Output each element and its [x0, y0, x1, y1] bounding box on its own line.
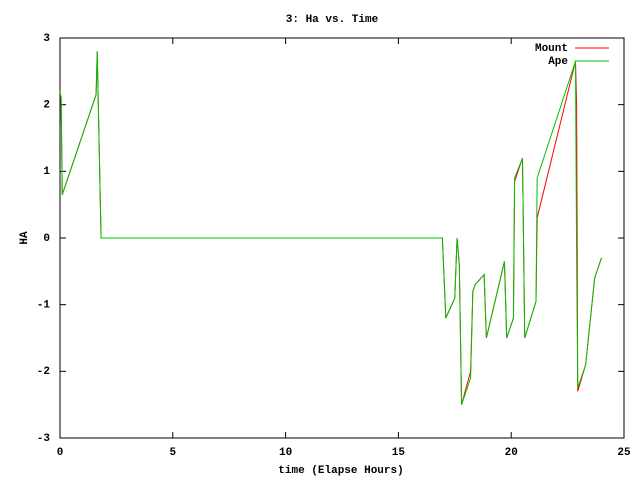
- chart-title: 3: Ha vs. Time: [286, 14, 379, 26]
- x-axis-label: time (Elapse Hours): [278, 465, 403, 477]
- y-tick-label: 0: [43, 233, 50, 245]
- x-tick-label: 15: [392, 447, 406, 459]
- y-tick-label: -3: [37, 433, 51, 445]
- y-tick-label: -2: [37, 366, 50, 378]
- x-tick-label: 10: [279, 447, 292, 459]
- x-tick-label: 0: [57, 447, 64, 459]
- y-axis-label: HA: [19, 231, 31, 245]
- y-tick-label: -1: [37, 300, 51, 312]
- series-line: [59, 51, 602, 405]
- legend-label: Ape: [548, 56, 568, 68]
- y-tick-label: 1: [43, 166, 50, 178]
- x-tick-label: 5: [169, 447, 176, 459]
- y-tick-label: 2: [43, 100, 50, 112]
- y-tick-label: 3: [43, 33, 50, 45]
- x-tick-label: 25: [617, 447, 631, 459]
- legend-label: Mount: [535, 43, 568, 55]
- x-tick-label: 20: [505, 447, 518, 459]
